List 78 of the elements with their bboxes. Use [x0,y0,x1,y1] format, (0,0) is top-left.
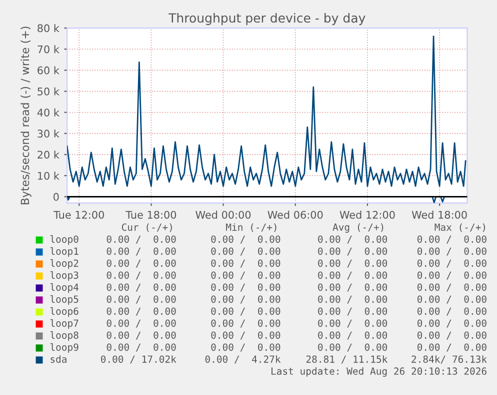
text: 0.00 / 0.00 [417,307,486,316]
text: 0.00 / 0.00 [417,259,486,268]
y-tick-label: 60 k [38,66,60,74]
text: 0.00 / 0.00 [106,283,176,292]
x-tick-label: Tue 12:00 [54,210,104,219]
text: 0.00 / 0.00 [211,307,280,316]
text: 0.00 / 0.00 [318,295,388,304]
text: 0.00 / 0.00 [106,331,176,340]
text: 0.00 / 0.00 [318,235,388,244]
legend-label: loop6 [50,307,78,317]
y-axis-title: Bytes/second read (-) / write (+) [20,26,32,204]
y-tick-label: 80 k [38,24,60,32]
y-tick-label: 20 k [38,150,60,159]
text: 0.00 / 0.00 [417,271,486,280]
text: 0.00 / 0.00 [211,235,280,244]
text: 0.00 / 0.00 [211,259,280,268]
legend-label: loop4 [50,283,78,293]
legend-label: loop1 [50,247,78,257]
line-series [67,36,466,187]
text: Avg (-/+) [332,223,384,233]
legend-label: sda [50,355,66,363]
legend-label: loop8 [50,331,78,341]
legend-label: loop5 [50,295,78,305]
text: Max (-/+) [434,223,486,232]
x-tick-label: Wed 00:00 [196,210,251,219]
text: 0.00 / 0.00 [211,247,280,256]
text: 0.00 / 0.00 [106,271,176,280]
text: 0.00 / 0.00 [318,247,388,256]
text: 0.00 / 0.00 [106,259,176,268]
text: 0.00 / 0.00 [417,235,486,244]
text: 0.00 / 0.00 [417,247,486,256]
text: 0.00 / 0.00 [106,235,176,244]
text: 0.00 / 0.00 [106,295,176,304]
legend-label: loop0 [50,235,78,245]
y-tick-label: 40 k [37,108,60,116]
text: 0.00 / 4.27k [205,355,281,364]
text: 0.00 / 0.00 [417,295,486,304]
text: 0.00 / 0.00 [106,307,176,316]
text: 0.00 / 0.00 [211,295,280,304]
text: Cur (-/+) [122,223,172,232]
text: 0.00 / 0.00 [417,283,486,292]
text: 0.00 / 0.00 [417,343,486,352]
y-tick-label: 70 k [38,45,60,54]
legend-label: loop9 [50,343,78,353]
text: 0.00 / 0.00 [211,271,280,280]
y-tick-label: 50 k [38,87,60,96]
text: 0.00 / 0.00 [106,247,176,256]
legend-label: loop7 [50,319,78,329]
text: 0.00 / 0.00 [318,283,388,292]
text: 0.00 / 0.00 [318,259,388,268]
text: 0.00 / 17.02k [100,355,176,364]
text: 0.00 / 0.00 [211,283,280,292]
x-tick-label: Wed 12:00 [340,210,395,219]
text: 0.00 / 0.00 [318,343,388,352]
y-tick-label: 30 k [38,130,60,138]
text: 28.81 / 11.15k [306,355,388,364]
y-tick-label: 0 [54,192,59,201]
text: 0.00 / 0.00 [417,331,486,340]
text: Last update: Wed Aug 26 20:10:13 2026 [272,367,486,377]
y-tick-label: 10 k [38,172,60,180]
text: 0.00 / 0.00 [318,271,388,280]
text: 0.00 / 0.00 [318,319,388,328]
text: 0.00 / 0.00 [211,331,280,340]
text: 0.00 / 0.00 [106,319,176,328]
text: 0.00 / 0.00 [211,343,280,352]
x-tick-label: Wed 06:00 [268,210,323,219]
text: 0.00 / 0.00 [318,331,388,340]
text: 2.84k/ 76.13k [412,355,487,364]
text: 0.00 / 0.00 [106,343,176,352]
x-tick-label: Tue 18:00 [126,210,176,219]
chart-title: Throughput per device - by day [168,12,366,26]
text: 0.00 / 0.00 [417,319,486,328]
legend-label: loop3 [50,271,78,281]
text: 0.00 / 0.00 [318,307,388,316]
text: 0.00 / 0.00 [211,319,280,328]
text: Min (-/+) [226,223,276,232]
x-tick-label: Wed 18:00 [412,210,467,219]
legend-label: loop2 [50,259,78,269]
